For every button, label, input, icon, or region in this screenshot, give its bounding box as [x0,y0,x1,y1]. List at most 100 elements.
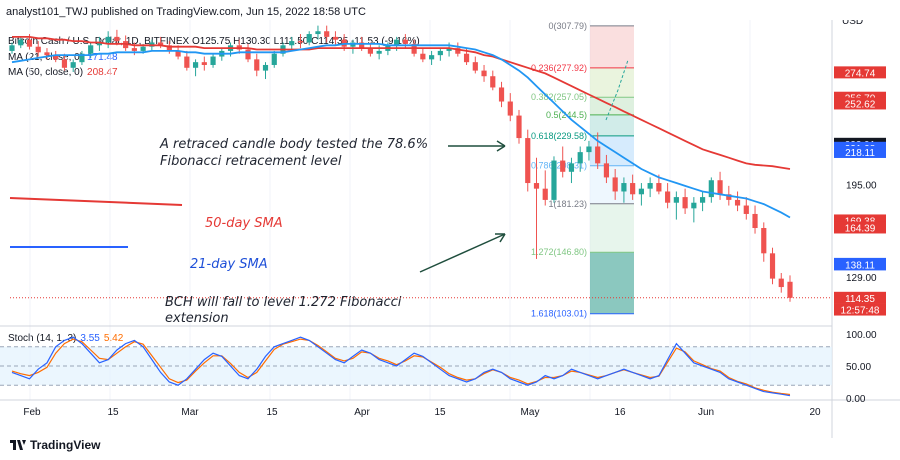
candle-body [394,39,400,46]
ma21-line [11,43,791,219]
candle-body [691,202,697,209]
candle-body [271,53,277,65]
candle-body [551,160,557,200]
fib-band [590,252,634,314]
price-tag [834,221,886,234]
price-tag-label: 218.11 [845,148,875,159]
fib-label: 1(181.23) [548,199,587,209]
time-tick: 15 [107,407,119,418]
price-tick: 129.00 [846,273,877,284]
candle-body [245,49,251,60]
retrace-note-1: A retraced candle body tested the 78.6% [160,137,429,152]
tradingview-wordmark: TradingView [30,438,101,452]
time-tick: 15 [266,407,278,418]
time-tick: Apr [354,407,370,418]
candle-body [647,183,653,189]
stoch-label: Stoch (14, 1, 3) [8,333,77,344]
candle-body [577,152,583,164]
fib-label: 0(307.79) [548,21,587,31]
candle-body [88,45,94,54]
candle-body [254,59,260,71]
candle-body [402,39,408,44]
candle-body [673,197,679,203]
price-tag-label: 164.39 [845,223,876,234]
fib-band [590,203,634,253]
candle-body [175,50,181,57]
candle-body [201,62,207,65]
candle-body [656,183,662,192]
candle-body [463,53,470,63]
fib-label: 0.618(229.58) [531,131,587,141]
fib-label: 0.382(257.05) [531,92,587,102]
candle-body [769,253,776,279]
fib-band [590,25,634,68]
candle-body [726,194,732,200]
candle-body [455,48,461,54]
stochastic-pane [0,336,832,397]
time-tick: Jun [698,407,714,418]
price-tag [834,97,886,110]
candle-body [708,180,714,198]
stoch-k-line [11,336,791,397]
candle-body [586,146,592,153]
candle-body [332,36,339,40]
sma50-sample-line [9,197,183,206]
time-tick: 15 [434,407,446,418]
candle-body [192,62,199,68]
time-axis: Feb 15 Mar 15 Apr 15 May 16 Jun 20 [23,407,821,418]
candle-body [778,278,784,288]
candle-body [429,55,435,60]
candle-body [560,160,566,172]
candle-body [96,42,103,46]
candle-body [717,180,723,195]
time-tick: 20 [809,407,821,418]
tradingview-logo-icon [10,440,26,450]
candle-body [472,62,478,71]
retrace-arrowhead [496,140,506,152]
projection-path [605,59,629,121]
price-chart[interactable]: 0(307.79)0.236(277.92)0.382(257.05)0.5(2… [0,20,900,438]
candle-body [18,39,24,46]
candle-body [289,41,295,46]
candle-body [35,46,41,53]
price-tag [834,66,886,79]
candle-body [525,138,531,184]
time-tick: Feb [23,407,41,418]
candle-body [437,50,443,56]
candle-body [324,31,330,37]
candle-body [114,36,120,42]
fib-label: 0.786(208.31) [531,161,587,171]
stoch-k-value: 3.55 [80,333,100,344]
sma50-note: 50-day SMA [205,216,283,231]
candle-body [699,197,706,203]
symbol-legend: Bitcoin Cash / U.S. Dollar, 1D, BITFINEX… [8,36,420,47]
ma21-value: 171.48 [87,52,118,63]
candle-body [210,56,216,65]
candle-body [734,199,741,206]
candle-body [682,197,688,209]
candle-body [516,115,522,139]
candle-body [665,191,671,203]
candle-body [376,50,382,54]
retrace-note-2: Fibonacci retracement level [160,154,342,169]
candle-body [752,213,758,229]
candle-body [158,42,164,46]
candle-body [568,163,575,172]
tradingview-footer[interactable]: TradingView [10,438,100,452]
candle-body [498,87,505,102]
ma50-legend: MA (50, close, 0) 208.47 [8,67,118,78]
fibonacci-retracement: 0(307.79)0.236(277.92)0.382(257.05)0.5(2… [10,21,832,319]
fib-band [590,114,634,136]
candle-body [446,48,452,51]
currency-label: USD [842,20,863,27]
ma50-label: MA (50, close, 0) [8,67,84,78]
candles [9,25,793,302]
fib-label: 1.618(103.01) [531,309,587,319]
candle-body [9,45,15,51]
price-tag [834,145,886,158]
fall-note-2: extension [165,311,229,326]
candle-body [297,41,304,43]
candle-body [761,228,767,254]
fall-note-1: BCH will fall to level 1.272 Fibonacci [165,295,402,310]
price-tag [834,303,886,316]
